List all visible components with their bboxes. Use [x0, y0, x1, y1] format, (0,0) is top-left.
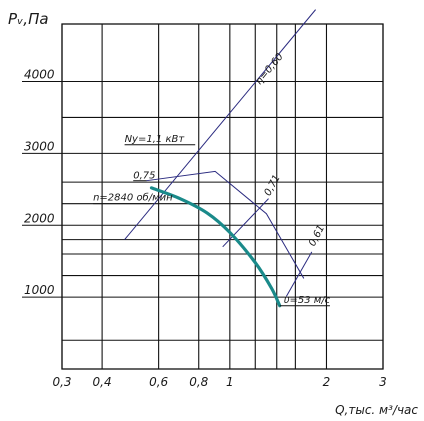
efficiency-lines: [124, 9, 316, 297]
efficiency-line-0: [124, 9, 316, 240]
efficiency-label-1: 0,75: [133, 171, 155, 182]
x-tick-label-1: 0,4: [93, 375, 112, 389]
power-label: Nу=1,1 кВт: [125, 134, 186, 145]
x-tick-label-4: 1: [226, 375, 234, 389]
velocity-label: υ=53 м/с: [284, 295, 331, 306]
efficiency-label-3: 0,61: [307, 223, 327, 248]
efficiency-label-2: 0,71: [263, 173, 283, 198]
x-tick-label-5: 2: [323, 375, 331, 389]
x-axis-label: Q,тыс. м³/час: [335, 403, 418, 417]
grid: [61, 23, 384, 370]
series-lines: [149, 186, 282, 308]
efficiency-line-1: [146, 170, 305, 279]
x-tick-label-6: 3: [379, 375, 387, 389]
y-tick-label-3: 4000: [24, 68, 55, 82]
x-tick-label-0: 0,3: [52, 375, 71, 389]
series-line-0: [149, 186, 282, 308]
x-tick-label-3: 0,8: [189, 375, 208, 389]
series-label-0: n=2840 об/мин: [93, 192, 173, 204]
y-axis-label: Pᵥ,Па: [8, 10, 49, 28]
y-tick-label-1: 2000: [24, 211, 55, 225]
x-tick-label-2: 0,6: [149, 375, 168, 389]
y-tick-label-2: 3000: [24, 139, 55, 153]
efficiency-line-2: [222, 198, 269, 248]
efficiency-line-3: [285, 251, 313, 297]
y-tick-label-0: 1000: [24, 283, 55, 297]
tick-labels: 1000 2000 3000 4000 0,3 0,4 0,6 0,8 1 2 3: [22, 68, 387, 389]
